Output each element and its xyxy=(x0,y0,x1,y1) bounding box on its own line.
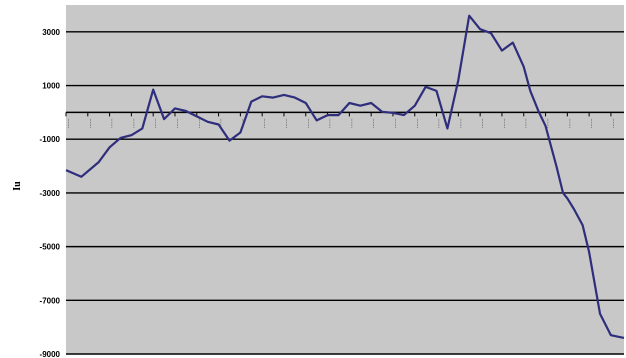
x-tick-label: ...... xyxy=(589,118,595,128)
x-tick-label: ...... xyxy=(524,118,530,128)
y-tick-label: 1000 xyxy=(42,82,60,91)
x-tick-label: ...... xyxy=(284,118,290,128)
x-tick-label: ...... xyxy=(437,118,443,128)
y-tick-label: -3000 xyxy=(40,189,61,198)
x-tick-label: ...... xyxy=(66,118,72,128)
x-tick-label: ...... xyxy=(546,118,552,128)
y-tick-label: -7000 xyxy=(40,296,61,305)
x-tick-label: ...... xyxy=(262,118,268,128)
plot-area xyxy=(66,5,624,354)
y-tick-label: -5000 xyxy=(40,243,61,252)
x-tick-label: ...... xyxy=(567,118,573,128)
x-tick-label: ...... xyxy=(175,118,181,128)
x-tick-label: ...... xyxy=(306,118,312,128)
y-axis-label: Iu xyxy=(12,181,23,191)
x-tick-label: ...... xyxy=(349,118,355,128)
y-axis-ticks: 3000 1000 -1000 -3000 -5000 -7000 -9000 xyxy=(40,28,61,358)
x-tick-label: ...... xyxy=(371,118,377,128)
x-tick-label: ...... xyxy=(110,118,116,128)
x-tick-label: ...... xyxy=(88,118,94,128)
x-tick-label: ...... xyxy=(131,118,137,128)
x-tick-label: ...... xyxy=(480,118,486,128)
x-axis-ticks: ........................................… xyxy=(65,112,617,129)
x-tick-label: ...... xyxy=(611,118,617,128)
y-tick-label: 3000 xyxy=(42,28,60,37)
series-line xyxy=(65,14,625,339)
x-tick-label: ...... xyxy=(328,118,334,128)
x-tick-label: ...... xyxy=(415,118,421,128)
x-tick-label: ...... xyxy=(197,118,203,128)
x-tick-label: ...... xyxy=(219,118,225,128)
x-tick-label: ...... xyxy=(393,118,399,128)
x-tick-label: ...... xyxy=(153,118,159,128)
y-tick-label: -9000 xyxy=(40,350,61,358)
y-tick-label: -1000 xyxy=(40,135,61,144)
gridlines xyxy=(66,31,624,355)
x-tick-label: ...... xyxy=(458,118,464,128)
x-tick-label: ...... xyxy=(502,118,508,128)
